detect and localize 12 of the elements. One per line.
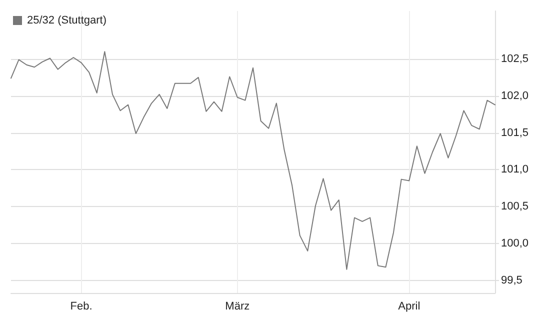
y-tick-label: 99,5 — [501, 274, 522, 286]
y-tick-label: 100,0 — [501, 238, 529, 250]
y-tick-label: 101,5 — [501, 126, 529, 139]
y-tick-label: 102,5 — [501, 52, 529, 65]
x-tick-label: Feb. — [70, 300, 92, 312]
x-tick-label: März — [225, 300, 250, 312]
y-tick-label: 102,0 — [501, 90, 529, 102]
y-tick-label: 100,5 — [501, 200, 529, 213]
legend-label: 25/32 (Stuttgart) — [27, 14, 106, 26]
line-series — [10, 51, 496, 270]
y-tick-label: 101,0 — [501, 164, 529, 176]
x-tick-label: April — [398, 300, 420, 312]
